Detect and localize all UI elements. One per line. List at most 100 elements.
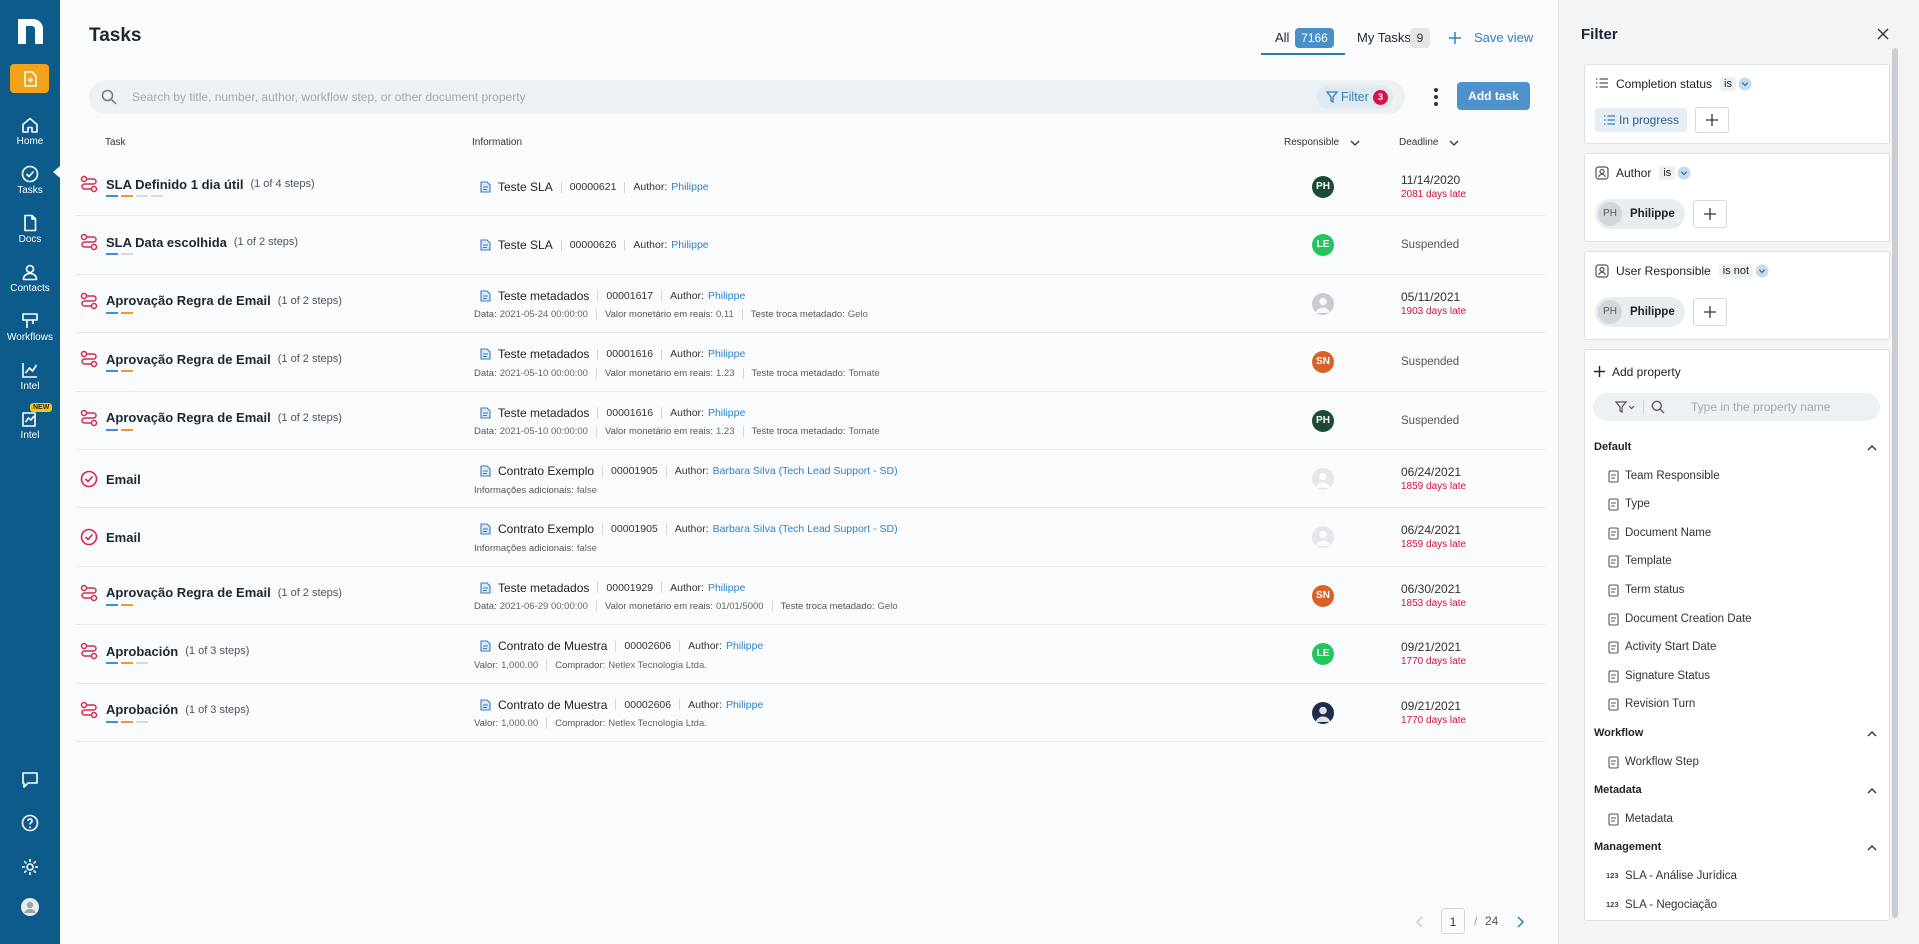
column-header[interactable]: Deadline [1399,137,1439,148]
author-name[interactable]: Philippe [707,289,746,302]
document-name[interactable]: Teste SLA [498,180,553,194]
avatar[interactable]: PH [1312,409,1334,432]
column-header[interactable]: Responsible [1284,137,1340,148]
group-title[interactable]: Default [1594,441,1632,453]
add-value-button[interactable] [1692,200,1727,228]
property-item[interactable]: SLA - Análise Jurídica [1625,870,1737,882]
document-name[interactable]: Contrato Exemplo [498,464,595,478]
task-title[interactable]: SLA Data escolhida [106,234,227,250]
document-name[interactable]: Contrato de Muestra [498,639,608,654]
icon-shape [483,645,488,650]
nav-item[interactable]: Tasks [0,160,60,202]
value-chip[interactable]: PH Philippe [1595,199,1685,229]
group-title[interactable]: Workflow [1594,727,1644,739]
task-title[interactable]: Aprovação Regra de Email [106,585,271,601]
author-name[interactable]: Philippe [671,181,709,193]
avatar[interactable]: PH [1312,176,1334,198]
condition-operator[interactable]: is [1659,166,1676,180]
task-title[interactable]: Aprobación [106,702,179,718]
avatar[interactable]: LE [1312,234,1334,257]
current-page[interactable]: 1 [1441,908,1465,934]
document-name[interactable]: Contrato Exemplo [498,522,595,537]
author-name[interactable]: Barbara Silva (Tech Lead Support - SD) [712,465,898,477]
value-chip[interactable]: In progress [1595,108,1688,132]
author-name[interactable]: Philippe [671,239,709,252]
save-view[interactable]: Save view [1474,30,1534,45]
task-title[interactable]: SLA Definido 1 dia útil [106,176,244,192]
property-item[interactable]: Template [1625,555,1672,568]
property-item[interactable]: Activity Start Date [1625,641,1717,654]
task-title[interactable]: Email [106,471,141,487]
group-title[interactable]: Management [1594,841,1662,854]
new-document-button[interactable] [10,64,49,93]
task-title[interactable]: Aprovação Regra de Email [106,410,271,426]
filter-button[interactable]: Filter 3 [1317,85,1393,109]
task-row[interactable]: Aprovação Regra de Email (1 of 2 steps) Te… [76,567,1545,626]
property-item[interactable]: Document Name [1625,526,1712,539]
tab-label[interactable]: All [1275,30,1290,45]
property-item[interactable]: Signature Status [1625,669,1711,682]
nav-item[interactable]: Docs [0,209,60,251]
search-bar[interactable]: Search by title, number, author, workflo… [89,80,1405,114]
avatar[interactable]: LE [1312,643,1334,666]
filter-icon [1326,91,1338,103]
author-name[interactable]: Philippe [707,406,746,419]
task-row[interactable]: SLA Definido 1 dia útil (1 of 4 steps) Tes… [76,158,1545,217]
document-name[interactable]: Teste metadados [498,580,590,595]
add-value-button[interactable] [1692,298,1727,326]
property-item[interactable]: SLA - Negociação [1625,898,1718,911]
tab-count[interactable]: 9 [1410,28,1430,48]
task-row[interactable]: Aprobación (1 of 3 steps) Contrato de Mues… [76,625,1545,684]
nav-item[interactable]: Workflows [0,307,60,349]
document-name[interactable]: Teste metadados [498,347,590,362]
task-row[interactable]: Aprovação Regra de Email (1 of 2 steps) Te… [76,275,1545,334]
author-name[interactable]: Philippe [707,581,746,594]
group-title[interactable]: Metadata [1594,784,1642,797]
tab-count[interactable]: 7166 [1295,28,1334,48]
document-name[interactable]: Teste SLA [498,238,553,253]
tab-label[interactable]: My Tasks [1357,30,1411,45]
document-name[interactable]: Teste metadados [498,405,590,420]
task-row[interactable]: Aprovação Regra de Email (1 of 2 steps) Te… [76,333,1545,392]
avatar[interactable] [1312,292,1334,315]
task-row[interactable]: Aprobación (1 of 3 steps) Contrato de Mues… [76,684,1545,742]
nav-item[interactable]: Contacts [0,258,60,300]
task-title[interactable]: Aprovação Regra de Email [106,293,271,309]
author-name[interactable]: Philippe [707,348,746,361]
property-item[interactable]: Workflow Step [1625,755,1699,768]
value-chip[interactable]: PH Philippe [1595,297,1685,327]
info-line: Contrato de Muestra 00002606 Author: Philip… [480,697,763,713]
avatar[interactable] [1312,468,1334,490]
condition-operator[interactable]: is not [1718,264,1754,278]
author-name[interactable]: Philippe [725,698,764,711]
document-name[interactable]: Contrato de Muestra [498,697,608,712]
task-title[interactable]: Aprovação Regra de Email [106,351,271,367]
property-item[interactable]: Term status [1625,584,1685,596]
author-name[interactable]: Barbara Silva (Tech Lead Support - SD) [712,523,898,536]
nav-item[interactable]: Intel NEW [0,403,60,447]
condition-operator[interactable]: is [1720,77,1736,91]
task-title[interactable]: Email [106,529,141,545]
nav-item[interactable]: Intel [0,356,60,398]
avatar[interactable]: SN [1312,584,1334,607]
property-item[interactable]: Revision Turn [1625,698,1696,711]
add-task-button[interactable]: Add task [1457,82,1530,110]
add-value-button[interactable] [1695,107,1730,133]
property-item[interactable]: Document Creation Date [1625,612,1752,625]
property-item[interactable]: Team Responsible [1625,469,1720,482]
task-row[interactable]: Email Contrato Exemplo 00001905 Author: Barb… [76,508,1545,567]
avatar[interactable] [1312,701,1334,724]
avatar[interactable]: SN [1312,351,1334,374]
property-item[interactable]: Metadata [1625,812,1673,825]
author-name[interactable]: Philippe [725,640,764,653]
task-row[interactable]: Email Contrato Exemplo 00001905 Author: Barb… [76,450,1545,509]
avatar[interactable] [1312,526,1334,549]
property-item[interactable]: Type [1625,498,1650,511]
property-search[interactable]: Type in the property name [1593,393,1880,421]
document-name[interactable]: Teste metadados [498,288,590,303]
task-row[interactable]: SLA Data escolhida (1 of 2 steps) Teste SL… [76,216,1545,275]
task-title[interactable]: Aprobación [106,643,179,659]
task-row[interactable]: Aprovação Regra de Email (1 of 2 steps) Te… [76,392,1545,450]
add-property[interactable]: Add property [1612,365,1681,379]
nav-item[interactable]: Home [0,111,60,153]
